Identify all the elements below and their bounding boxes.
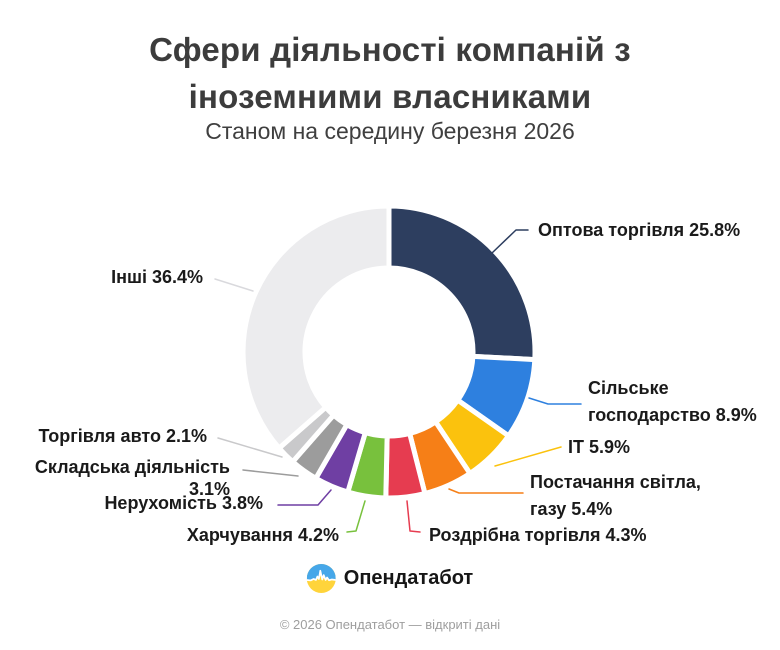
label-kharchuvannia: Харчування 4.2% [186, 525, 339, 545]
leader-line-9 [214, 278, 254, 292]
leader-line-0 [491, 229, 529, 254]
opendatabot-logo-icon [306, 564, 336, 593]
leader-line-8 [217, 437, 283, 458]
label-skladska-diialnist: Складська діяльність 3.1% [34, 457, 230, 499]
chart-title: Сфери діяльності компаній з іноземними в… [0, 26, 780, 120]
chart-subtitle: Станом на середину березня 2026 [205, 118, 575, 144]
label-nerukhomist: Нерухомість 3.8% [104, 493, 263, 513]
chart-title-line2: іноземними власниками [188, 78, 592, 115]
label-silske-hospodarstvo: Сільське господарство 8.9% [588, 378, 757, 425]
opendatabot-logo: Опендатабот [306, 564, 474, 593]
opendatabot-logo-text: Опендатабот [343, 567, 474, 589]
leader-line-6 [277, 489, 332, 506]
footer-credit: © 2026 Опендатабот — відкриті дані [279, 617, 501, 632]
chart-title-line1: Сфери діяльності компаній з [149, 31, 631, 68]
label-it: ІТ 5.9% [568, 437, 631, 457]
leader-line-3 [448, 488, 524, 494]
label-inshi: Інші 36.4% [111, 267, 203, 287]
donut-segment-9 [240, 203, 392, 451]
leader-line-7 [242, 469, 299, 477]
leader-line-2 [494, 446, 562, 467]
label-optova-torhivlia: Оптова торгівля 25.8% [538, 220, 741, 240]
donut-segment-0 [386, 203, 538, 363]
leader-line-1 [528, 397, 582, 405]
leader-line-4 [406, 500, 421, 533]
label-torhivlia-avto: Торгівля авто 2.1% [38, 426, 207, 446]
label-postachannia: Постачання світла, газу 5.4% [530, 472, 701, 519]
leader-line-5 [346, 500, 366, 533]
label-rozdribna-torhivlia: Роздрібна торгівля 4.3% [429, 525, 647, 545]
